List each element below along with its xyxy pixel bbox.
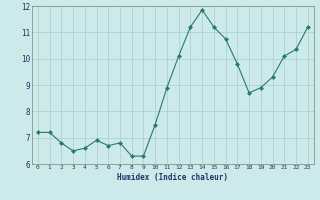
X-axis label: Humidex (Indice chaleur): Humidex (Indice chaleur) <box>117 173 228 182</box>
